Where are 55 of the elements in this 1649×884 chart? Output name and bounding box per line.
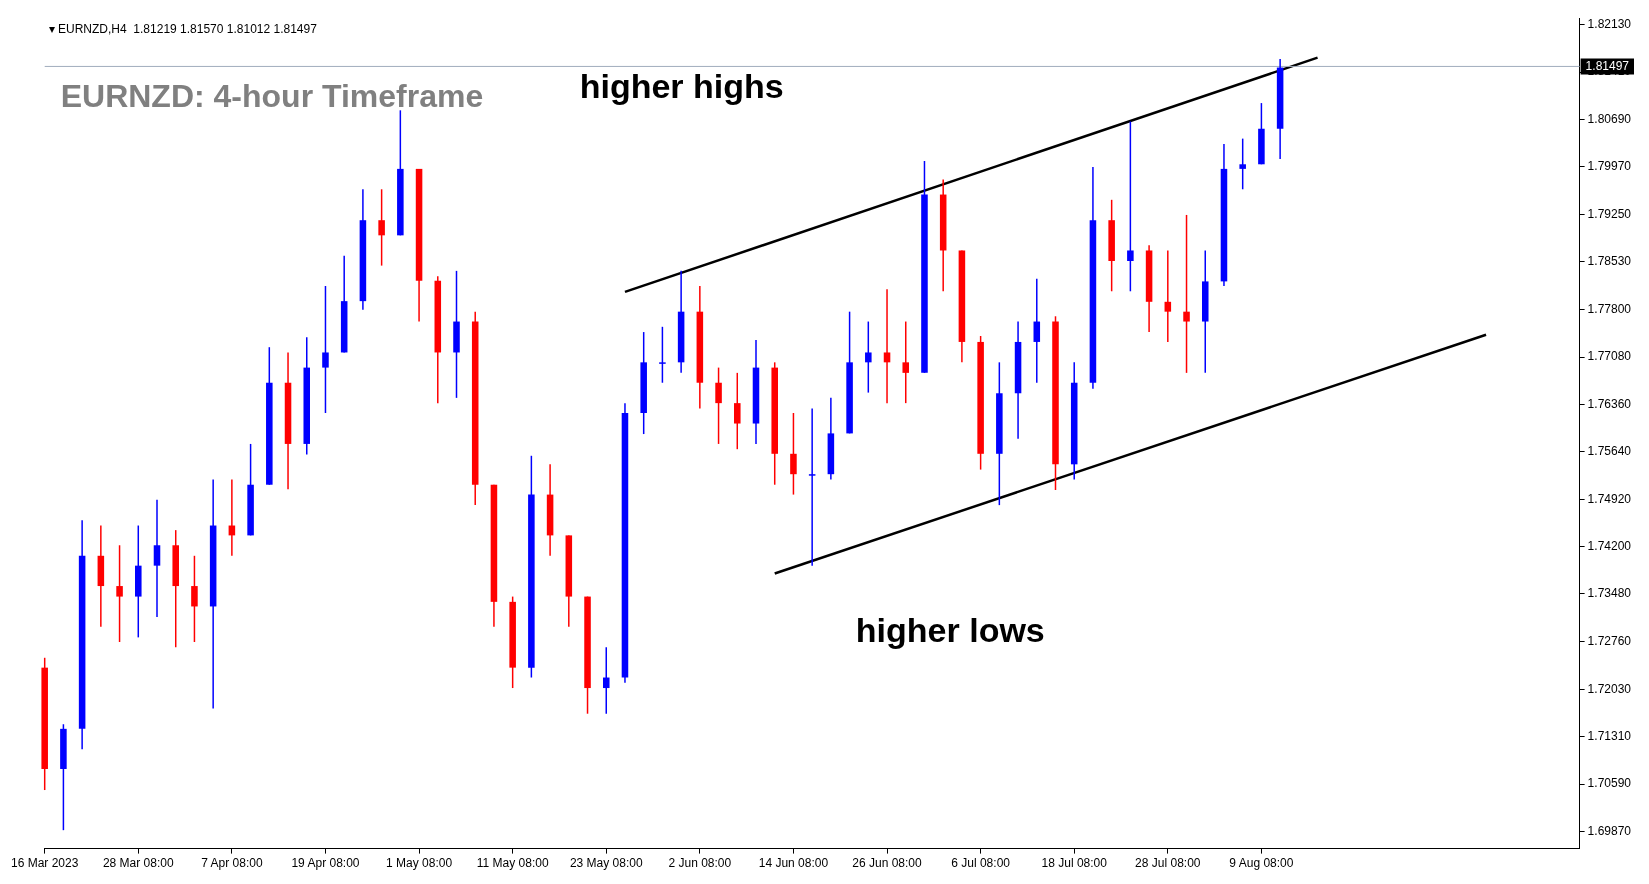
x-tick-label: 18 Jul 08:00 (1041, 856, 1108, 871)
candlestick (1033, 278, 1041, 384)
x-tick-label: 1 May 08:00 (386, 856, 453, 871)
chart-subtitle: ▾ EURNZD,H4 1.81219 1.81570 1.81012 1.81497 (48, 21, 318, 36)
y-tick-label: 1.69870 (1587, 823, 1632, 838)
y-tick-label: 1.72030 (1587, 681, 1632, 696)
candlestick (1183, 214, 1190, 374)
candlestick (808, 407, 816, 567)
y-tick-label: 1.79970 (1587, 159, 1632, 174)
y-tick-label: 1.73480 (1587, 586, 1632, 601)
y-tick-label: 1.75640 (1587, 444, 1632, 459)
y-tick-label: 1.74200 (1587, 538, 1632, 553)
y-tick-label: 1.80690 (1587, 111, 1632, 126)
candlestick (602, 646, 610, 715)
x-tick-label: 26 Jun 08:00 (852, 856, 923, 871)
candlestick (378, 188, 385, 267)
candlestick (1164, 249, 1172, 343)
y-tick-label: 1.74920 (1587, 491, 1632, 506)
x-tick-label: 6 Jul 08:00 (951, 856, 1011, 871)
y-tick-label: 1.78530 (1587, 253, 1632, 268)
y-tick-label: 1.71310 (1587, 729, 1632, 744)
x-tick-label: 14 Jun 08:00 (758, 856, 829, 871)
x-tick-label: 19 Apr 08:00 (291, 856, 360, 871)
x-tick-label: 23 May 08:00 (569, 856, 643, 871)
annotation: higher lows (855, 611, 1045, 650)
candlestick (790, 412, 797, 496)
x-tick-label: 7 Apr 08:00 (201, 856, 263, 871)
annotation: higher highs (579, 67, 784, 106)
candlestick (116, 544, 123, 643)
x-tick-label: 28 Jul 08:00 (1135, 856, 1201, 871)
candlestick (715, 366, 722, 445)
candlestick (902, 320, 910, 404)
y-tick-label: 1.70590 (1587, 776, 1632, 791)
x-tick-label: 16 Mar 2023 (10, 856, 79, 871)
x-tick-label: 11 May 08:00 (476, 856, 549, 871)
candlestick (191, 555, 198, 643)
text: EURNZD: 4-hour Timeframe (60, 78, 484, 115)
x-tick-label: 2 Jun 08:00 (668, 856, 732, 871)
y-tick-label: 1.77080 (1587, 349, 1632, 364)
candlestick (1127, 120, 1134, 293)
x-tick-label: 9 Aug 08:00 (1229, 856, 1294, 871)
candlestick (322, 285, 329, 414)
y-tick-label: 1.77800 (1587, 302, 1632, 317)
x-tick-label: 28 Mar 08:00 (102, 856, 174, 871)
candlestick (153, 499, 161, 618)
candlestick (865, 320, 872, 394)
candlestick (1239, 137, 1246, 191)
y-tick-label: 1.79250 (1587, 206, 1632, 221)
candlestick (734, 372, 741, 450)
y-tick-label: 1.72760 (1587, 633, 1632, 648)
ref-line-label: 1.81497 (1585, 58, 1630, 73)
candlestick (883, 288, 891, 404)
y-tick-label: 1.82130 (1587, 17, 1632, 32)
candlestick (659, 326, 666, 384)
y-tick-label: 1.76360 (1587, 396, 1632, 411)
